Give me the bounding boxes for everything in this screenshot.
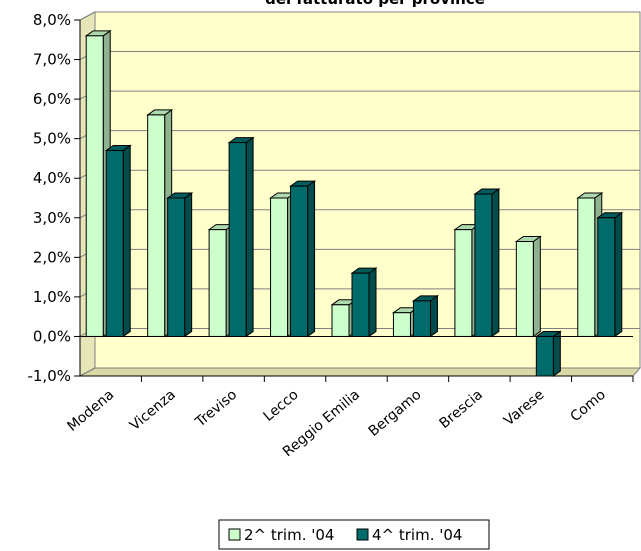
legend-swatch <box>228 528 241 541</box>
bar <box>454 229 473 337</box>
bar <box>105 150 124 337</box>
bar-side <box>614 211 623 338</box>
x-tick-label: Lecco <box>261 387 302 425</box>
legend-label: 4^ trim. '04 <box>372 526 462 544</box>
y-tick-label: 6,0% <box>33 90 71 108</box>
x-tick-label: Modena <box>64 387 117 435</box>
y-tick-label: 7,0% <box>33 51 71 69</box>
bars <box>84 29 624 377</box>
bar-side <box>184 192 193 338</box>
gridline <box>79 367 640 377</box>
y-tick-label: 0,0% <box>33 327 71 345</box>
bar <box>597 217 616 337</box>
bar <box>535 335 554 377</box>
bar <box>228 142 247 337</box>
y-tick-label: 8,0% <box>33 11 71 29</box>
chart-title: del fatturato per province <box>265 0 485 8</box>
bar <box>167 197 186 337</box>
bar-side <box>429 294 438 338</box>
y-tick-label: 4,0% <box>33 169 71 187</box>
bar <box>474 193 493 337</box>
bar <box>147 114 166 337</box>
legend-box <box>218 519 490 550</box>
legend-label: 2^ trim. '04 <box>244 526 334 544</box>
bar-side <box>368 267 377 338</box>
bar <box>331 304 350 337</box>
x-tick-label: Como <box>568 387 609 425</box>
bar <box>270 197 289 337</box>
legend-swatch <box>356 528 369 541</box>
y-tick-label: -1,0% <box>27 367 71 385</box>
bar <box>412 300 431 337</box>
y-tick-label: 1,0% <box>33 288 71 306</box>
bar-side <box>491 188 500 338</box>
bar-side <box>245 136 254 338</box>
bar <box>515 241 534 337</box>
x-tick-label: Treviso <box>192 387 240 431</box>
bar <box>577 197 596 337</box>
bar-side <box>532 235 541 338</box>
x-tick-label: Brescia <box>436 387 485 432</box>
bar <box>290 185 309 337</box>
bar-side <box>122 144 131 338</box>
bar-side <box>307 180 316 338</box>
y-tick-label: 2,0% <box>33 248 71 266</box>
y-tick-label: 5,0% <box>33 130 71 148</box>
x-tick-label: Varese <box>501 387 547 429</box>
y-axis: -1,0% 0,0% 1,0% 2,0% 3,0% 4,0% 5,0% 6,0% 7,0% 8,0… <box>27 11 81 385</box>
bar <box>208 229 227 337</box>
legend: 2^ trim. '04 4^ trim. '04 <box>218 519 490 550</box>
bar <box>392 312 411 337</box>
x-tick-label: Bergamo <box>366 387 425 440</box>
bar <box>85 35 104 337</box>
bar <box>351 272 370 337</box>
x-tick-label: Vicenza <box>127 387 179 434</box>
y-tick-label: 3,0% <box>33 209 71 227</box>
bar-side <box>552 330 561 377</box>
gridline <box>79 11 640 21</box>
